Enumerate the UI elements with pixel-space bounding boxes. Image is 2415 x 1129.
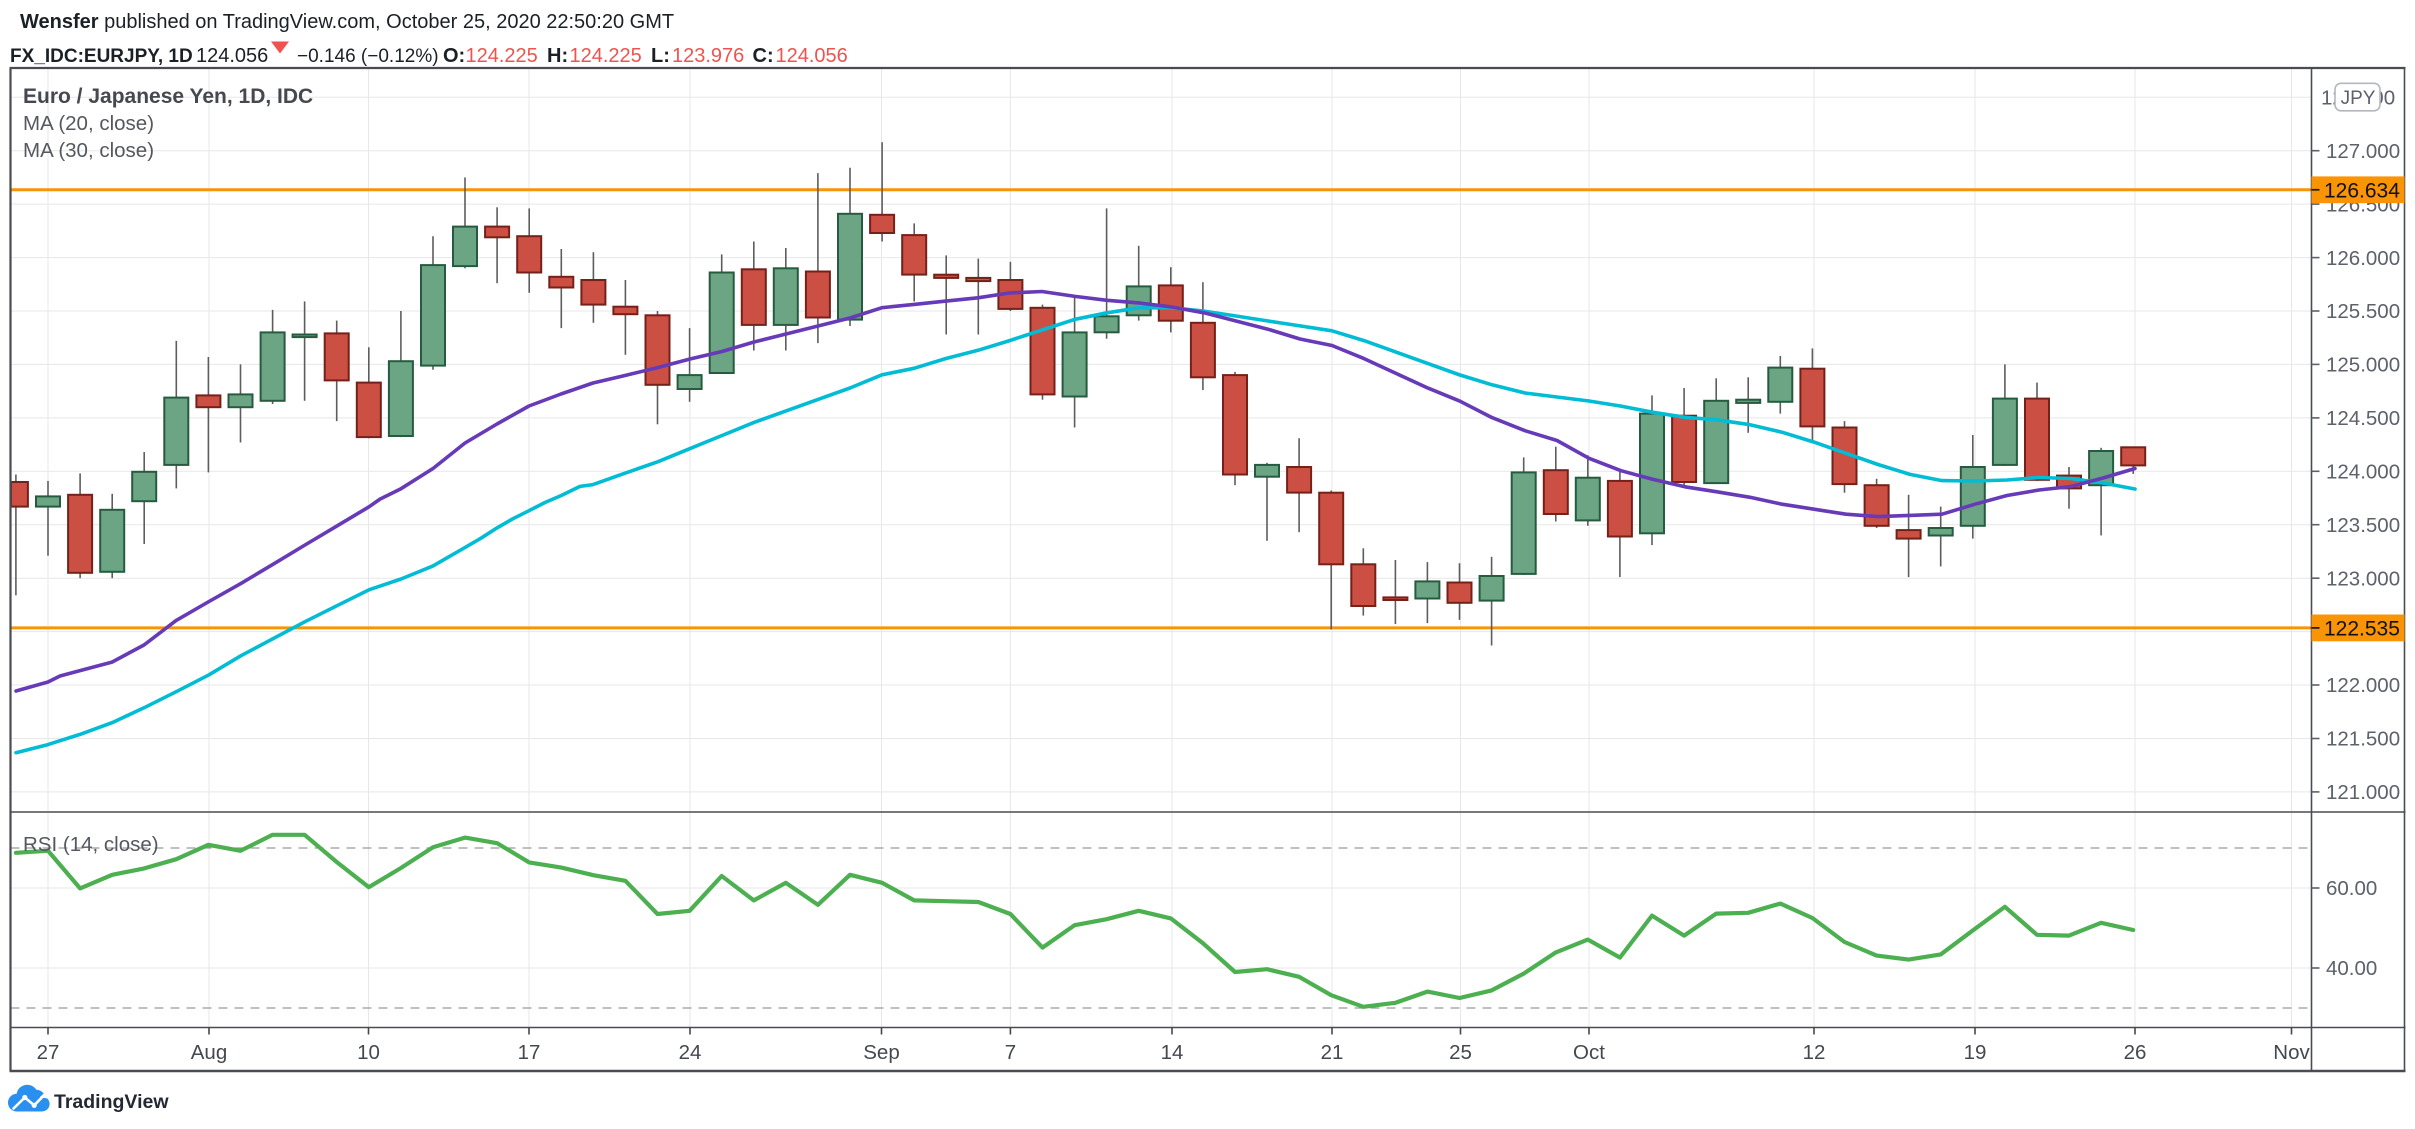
svg-text:RSI (14, close): RSI (14, close): [23, 833, 159, 856]
svg-text:123.500: 123.500: [2326, 514, 2400, 537]
svg-text:Euro / Japanese Yen, 1D, IDC: Euro / Japanese Yen, 1D, IDC: [23, 85, 313, 108]
svg-text:124.056: 124.056: [196, 45, 268, 67]
svg-text:26: 26: [2124, 1041, 2147, 1064]
svg-text:O:: O:: [443, 45, 465, 67]
svg-text:Oct: Oct: [1573, 1041, 1605, 1064]
svg-text:10: 10: [357, 1041, 380, 1064]
svg-text:17: 17: [518, 1041, 541, 1064]
svg-text:27: 27: [37, 1041, 60, 1064]
svg-text:60.00: 60.00: [2326, 877, 2377, 900]
svg-text:Wensfer published on TradingVi: Wensfer published on TradingView.com, Oc…: [20, 11, 674, 33]
svg-text:19: 19: [1964, 1041, 1987, 1064]
svg-text:122.535: 122.535: [2324, 617, 2400, 640]
svg-text:Nov: Nov: [2273, 1041, 2310, 1064]
svg-text:124.056: 124.056: [776, 45, 848, 67]
svg-text:L:: L:: [651, 45, 670, 67]
svg-text:122.000: 122.000: [2326, 674, 2400, 697]
svg-text:124.500: 124.500: [2326, 407, 2400, 430]
svg-text:H:: H:: [547, 45, 568, 67]
svg-text:Sep: Sep: [863, 1041, 899, 1064]
svg-text:124.225: 124.225: [466, 45, 538, 67]
svg-text:40.00: 40.00: [2326, 957, 2377, 980]
svg-text:121.500: 121.500: [2326, 728, 2400, 751]
svg-text:24: 24: [679, 1041, 702, 1064]
svg-text:121.000: 121.000: [2326, 781, 2400, 804]
svg-text:123.000: 123.000: [2326, 567, 2400, 590]
svg-text:Aug: Aug: [191, 1041, 227, 1064]
svg-text:126.634: 126.634: [2324, 179, 2400, 202]
svg-text:12: 12: [1803, 1041, 1826, 1064]
svg-text:JPY: JPY: [2341, 88, 2376, 109]
svg-text:C:: C:: [753, 45, 774, 67]
svg-text:14: 14: [1161, 1041, 1184, 1064]
svg-text:7: 7: [1005, 1041, 1016, 1064]
svg-text:126.000: 126.000: [2326, 247, 2400, 270]
svg-text:MA (30, close): MA (30, close): [23, 139, 154, 162]
svg-text:TradingView: TradingView: [54, 1091, 169, 1113]
svg-text:124.000: 124.000: [2326, 461, 2400, 484]
svg-text:MA (20, close): MA (20, close): [23, 112, 154, 135]
svg-text:123.976: 123.976: [672, 45, 744, 67]
svg-text:127.000: 127.000: [2326, 140, 2400, 163]
svg-text:FX_IDC:EURJPY, 1D: FX_IDC:EURJPY, 1D: [10, 46, 193, 67]
svg-text:125.500: 125.500: [2326, 300, 2400, 323]
svg-text:−0.146 (−0.12%): −0.146 (−0.12%): [297, 46, 439, 67]
svg-text:125.000: 125.000: [2326, 354, 2400, 377]
svg-text:21: 21: [1321, 1041, 1344, 1064]
svg-text:124.225: 124.225: [570, 45, 642, 67]
svg-text:25: 25: [1449, 1041, 1472, 1064]
